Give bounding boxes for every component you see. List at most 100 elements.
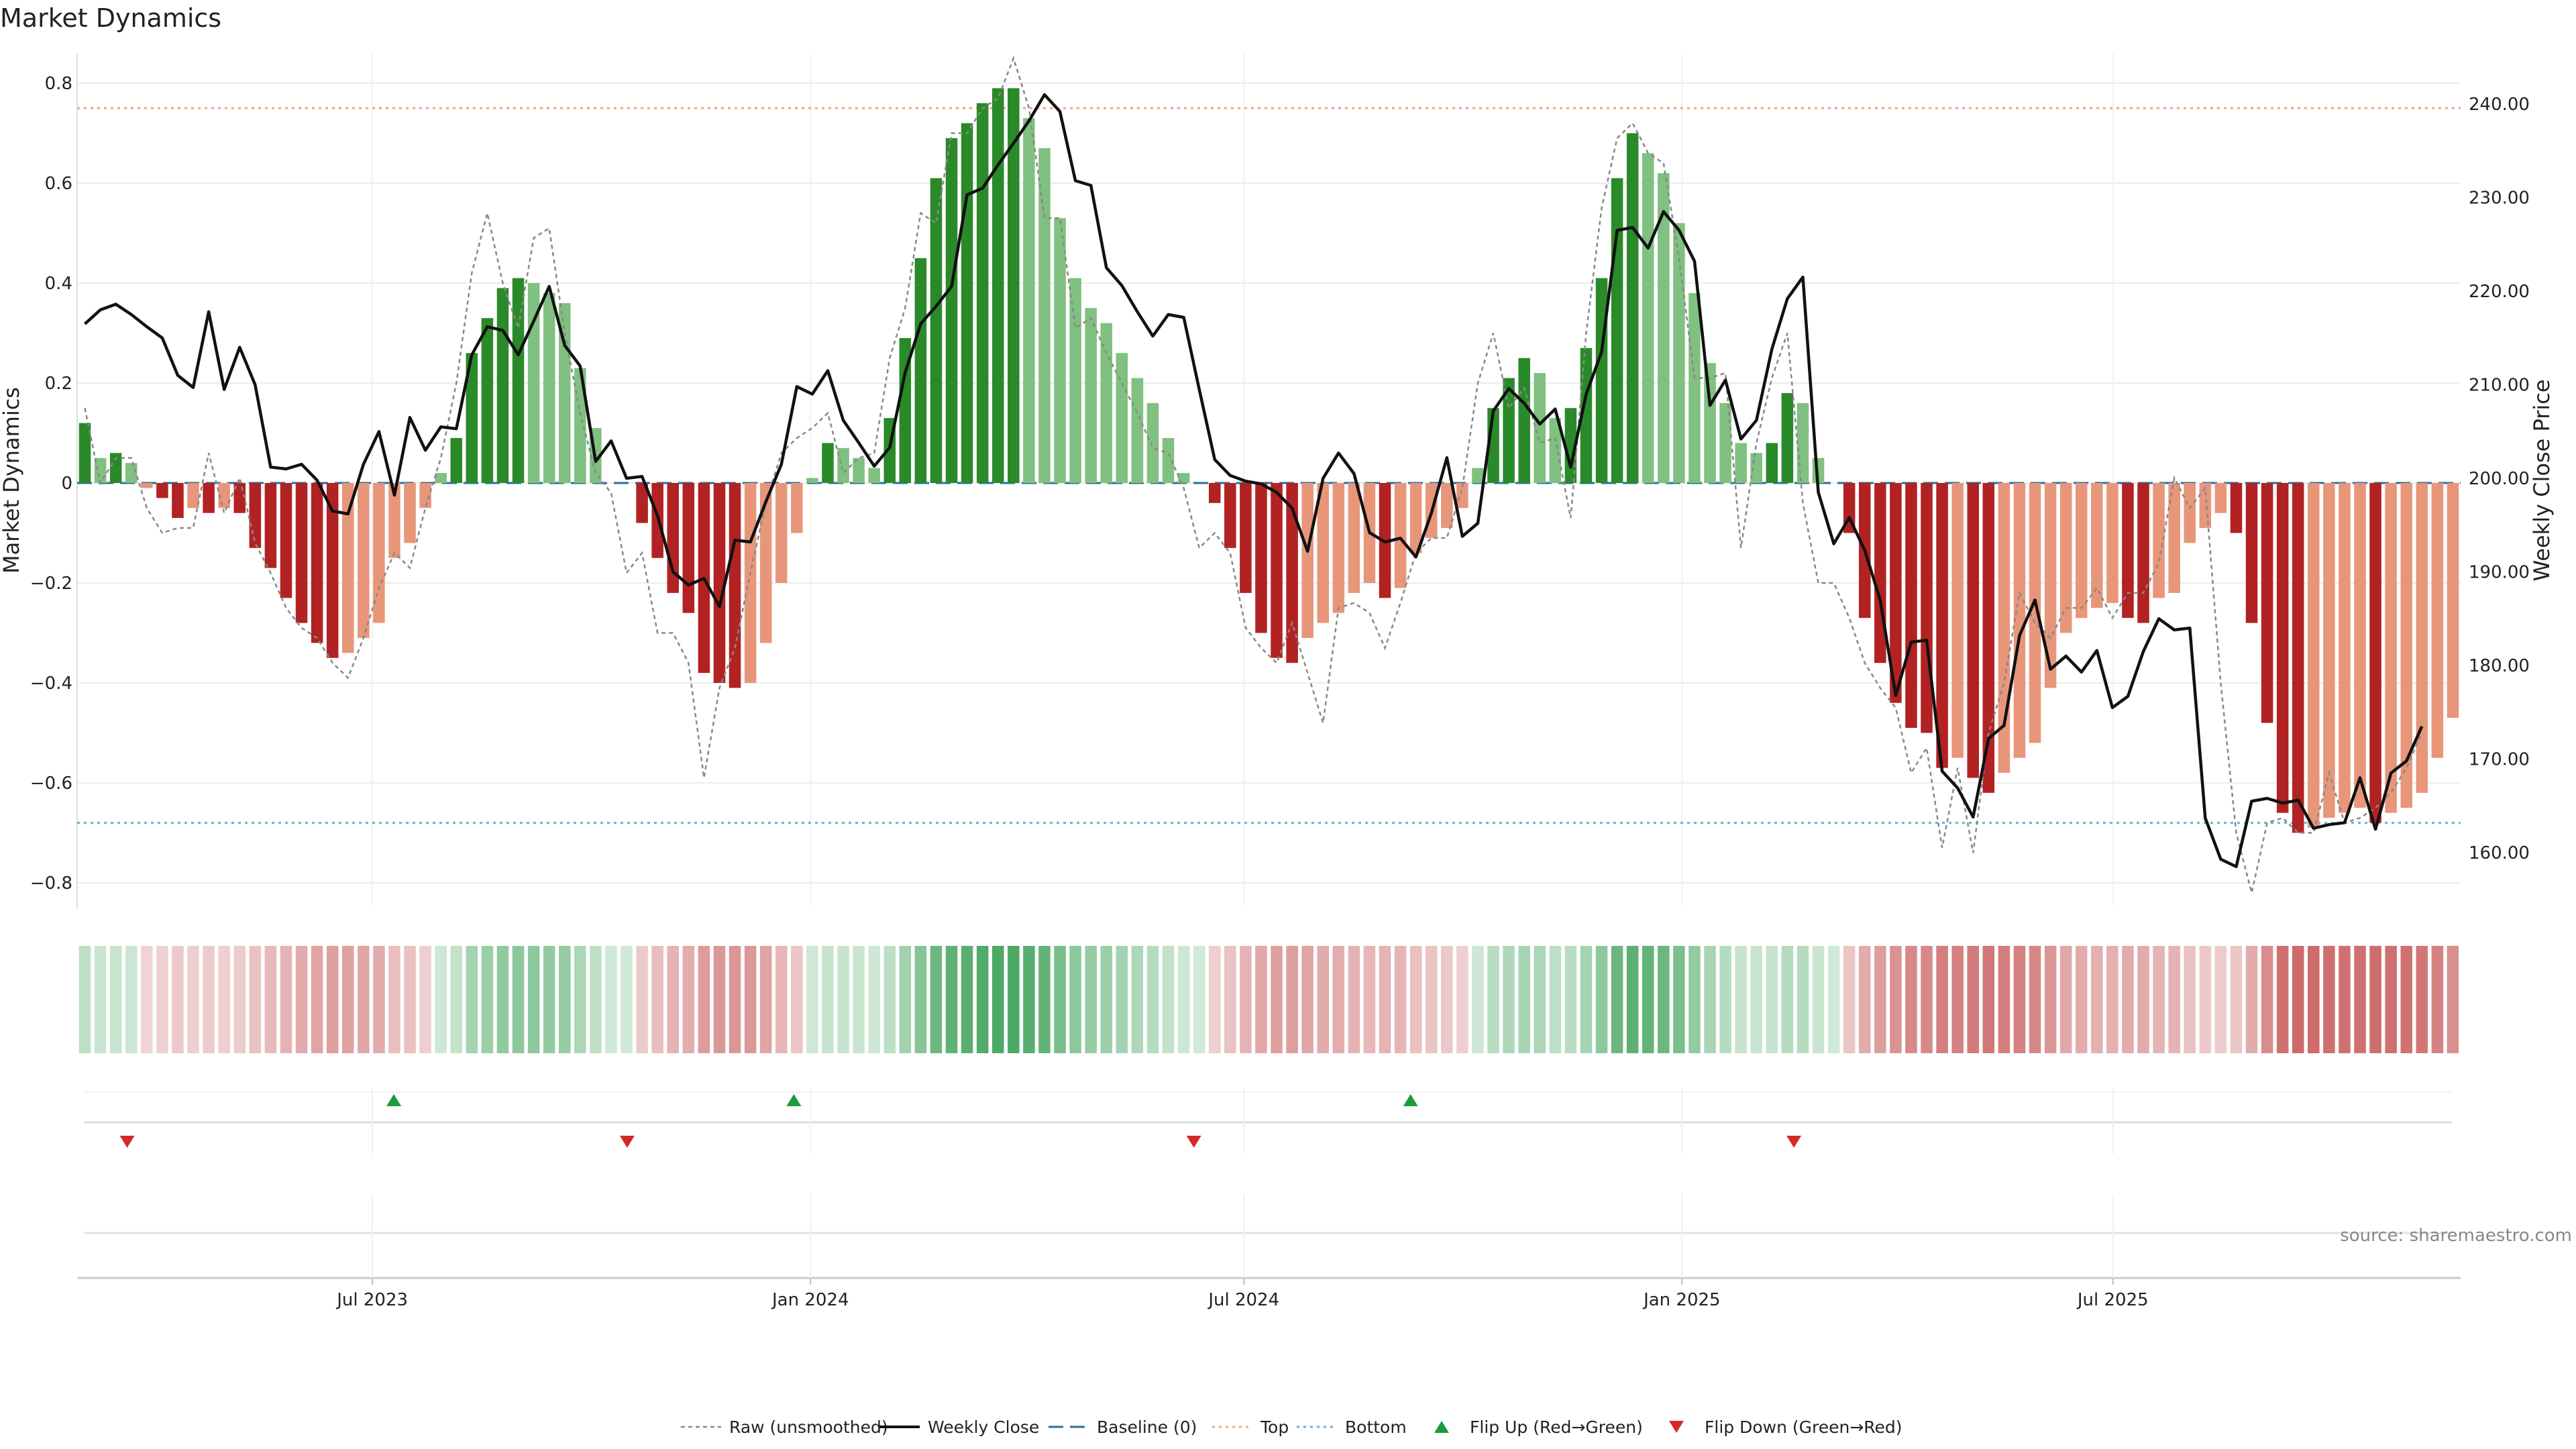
strip-cell: [1982, 946, 1995, 1053]
strip-cell: [2184, 946, 2196, 1053]
md-bar: [899, 337, 912, 483]
strip-cell: [822, 946, 834, 1053]
md-bar: [2013, 483, 2026, 758]
strip-cell: [1534, 946, 1546, 1053]
md-bar: [791, 483, 803, 533]
strip-cell: [1998, 946, 2010, 1053]
md-bar: [280, 483, 292, 598]
strip-cell: [373, 946, 385, 1053]
left-tick-label: 0.8: [45, 74, 72, 94]
strip-cell: [2091, 946, 2103, 1053]
md-bar: [1549, 418, 1562, 483]
md-bar: [311, 483, 323, 643]
md-bar: [1905, 483, 1917, 729]
md-bar: [1224, 483, 1236, 548]
strip-cell: [1781, 946, 1794, 1053]
md-bar: [1116, 353, 1128, 483]
md-bar: [1255, 483, 1267, 633]
strip-cell: [1038, 946, 1051, 1053]
strip-cell: [961, 946, 973, 1053]
md-bar: [961, 123, 973, 484]
md-bar: [1874, 483, 1886, 663]
strip-cell: [326, 946, 339, 1053]
strip-cell: [868, 946, 880, 1053]
strip-cell: [156, 946, 168, 1053]
weekly-close-line: [83, 93, 2424, 869]
chart-title: Market Dynamics: [0, 3, 221, 33]
strip-cell: [636, 946, 648, 1053]
strip-cell: [466, 946, 478, 1053]
md-bar: [713, 483, 726, 683]
left-tick-label: 0.6: [45, 174, 72, 194]
strip-cell: [2431, 946, 2444, 1053]
md-bar: [1642, 153, 1654, 484]
strip-cell: [512, 946, 525, 1053]
left-tick-label: 0.4: [45, 274, 72, 294]
md-bar: [2106, 483, 2118, 603]
strip-cell: [2400, 946, 2413, 1053]
md-bar: [2323, 483, 2335, 818]
strip-cell: [698, 946, 710, 1053]
right-tick-label: 230.00: [2469, 189, 2530, 209]
md-bar: [744, 483, 757, 683]
strip-cell: [1673, 946, 1685, 1053]
strip-cell: [2044, 946, 2057, 1053]
date-panel: [77, 1194, 2461, 1279]
strip-cell: [2416, 946, 2428, 1053]
md-bar: [1394, 483, 1407, 588]
flip-up-marker: [1403, 1094, 1418, 1106]
strip-cell: [1905, 946, 1917, 1053]
md-bar: [1673, 223, 1685, 483]
md-bar: [78, 423, 91, 483]
md-bar: [2184, 483, 2196, 543]
md-bar: [1301, 483, 1313, 638]
md-bar: [1317, 483, 1330, 623]
md-bar: [837, 447, 849, 483]
strip-cell: [1874, 946, 1886, 1053]
md-bar: [419, 483, 431, 508]
strip-cell: [1858, 946, 1871, 1053]
date-tick-label: Jul 2024: [1207, 1290, 1279, 1310]
md-bar: [187, 483, 199, 508]
md-bar: [1271, 483, 1283, 658]
right-tick-label: 220.00: [2469, 282, 2530, 302]
md-bar: [2447, 483, 2459, 718]
strip-cell: [172, 946, 184, 1053]
strip-cell: [1750, 946, 1763, 1053]
legend-label: Baseline (0): [1097, 1417, 1197, 1437]
reference-lines: [77, 107, 2461, 824]
md-bar: [2044, 483, 2057, 688]
strip-cell: [1240, 946, 1252, 1053]
strip-cell: [651, 946, 663, 1053]
strip-cell: [1580, 946, 1593, 1053]
strip-cell: [1441, 946, 1453, 1053]
legend-label: Weekly Close: [928, 1417, 1039, 1437]
md-bar: [976, 103, 989, 484]
md-bar: [1008, 88, 1020, 483]
strip-cell: [1162, 946, 1175, 1053]
md-bar: [435, 473, 447, 483]
strip-cell: [945, 946, 958, 1053]
strip-cell: [729, 946, 741, 1053]
right-axis-ticks: 240.00 230.00 220.00 210.00 200.00 190.00 180.…: [2469, 95, 2530, 863]
md-bar: [1890, 483, 1902, 703]
strip-cell: [791, 946, 803, 1053]
strip-cell: [1332, 946, 1345, 1053]
strip-cell: [1146, 946, 1159, 1053]
md-bar: [1023, 118, 1035, 483]
md-bar: [2416, 483, 2428, 793]
md-bar: [512, 278, 525, 483]
strip-cell: [1843, 946, 1856, 1053]
strip-cell: [2137, 946, 2149, 1053]
legend-label: Flip Up (Red→Green): [1470, 1417, 1643, 1437]
right-tick-label: 210.00: [2469, 376, 2530, 396]
strip-cell: [1704, 946, 1716, 1053]
strip-cell: [2245, 946, 2258, 1053]
strip-cell: [1503, 946, 1515, 1053]
md-bar: [2230, 483, 2243, 533]
strip-cell: [1008, 946, 1020, 1053]
md-bar: [2308, 483, 2320, 828]
left-tick-label: −0.8: [30, 873, 72, 894]
strip-cell: [2447, 946, 2459, 1053]
